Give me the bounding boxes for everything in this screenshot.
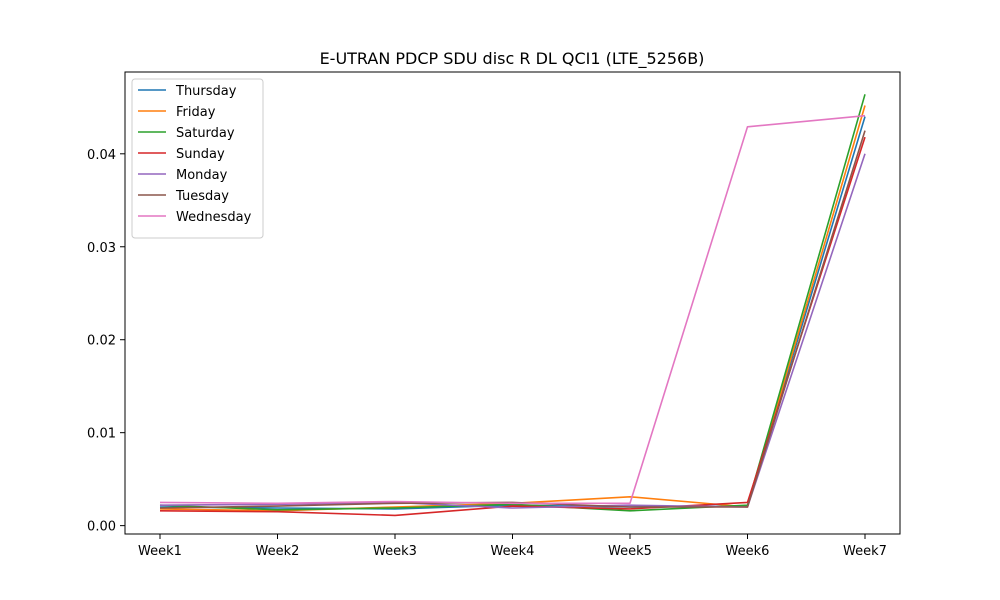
legend-label: Thursday (175, 84, 237, 99)
x-tick-label: Week1 (138, 544, 182, 559)
series-line-wednesday (159, 114, 866, 505)
x-tick-label: Week3 (373, 544, 417, 559)
y-tick-label: 0.01 (87, 427, 116, 442)
legend-label: Friday (176, 105, 216, 120)
x-tick-label: Week6 (726, 544, 770, 559)
y-axis: 0.00 0.01 0.02 0.03 0.04 (87, 148, 125, 535)
y-tick-label: 0.04 (87, 148, 116, 163)
plot-lines (159, 94, 866, 517)
legend-label: Tuesday (175, 189, 229, 204)
x-axis: Week1 Week2 Week3 Week4 Week5 Week6 Week7 (138, 534, 887, 559)
x-tick-label: Week5 (608, 544, 652, 559)
legend-label: Saturday (176, 126, 235, 141)
x-tick-label: Week4 (491, 544, 535, 559)
x-tick-label: Week2 (256, 544, 300, 559)
series-line-tuesday (159, 130, 866, 509)
legend-box (131, 78, 264, 239)
series-line-friday (159, 105, 866, 512)
y-tick-label: 0.03 (87, 241, 116, 256)
y-tick-label: 0.00 (87, 520, 116, 535)
legend-label: Sunday (176, 147, 225, 162)
legend: Thursday Friday Saturday Sunday Monday Tuesda… (131, 78, 264, 239)
x-tick-label: Week7 (843, 544, 887, 559)
series-line-monday (159, 153, 866, 509)
legend-label: Monday (176, 168, 228, 183)
series-line-sunday (159, 136, 866, 517)
legend-label: Wednesday (176, 210, 252, 225)
y-tick-label: 0.02 (87, 334, 116, 349)
series-line-saturday (159, 94, 866, 512)
series-line-thursday (159, 116, 866, 510)
chart-title: E-UTRAN PDCP SDU disc R DL QCI1 (LTE_525… (320, 49, 705, 69)
